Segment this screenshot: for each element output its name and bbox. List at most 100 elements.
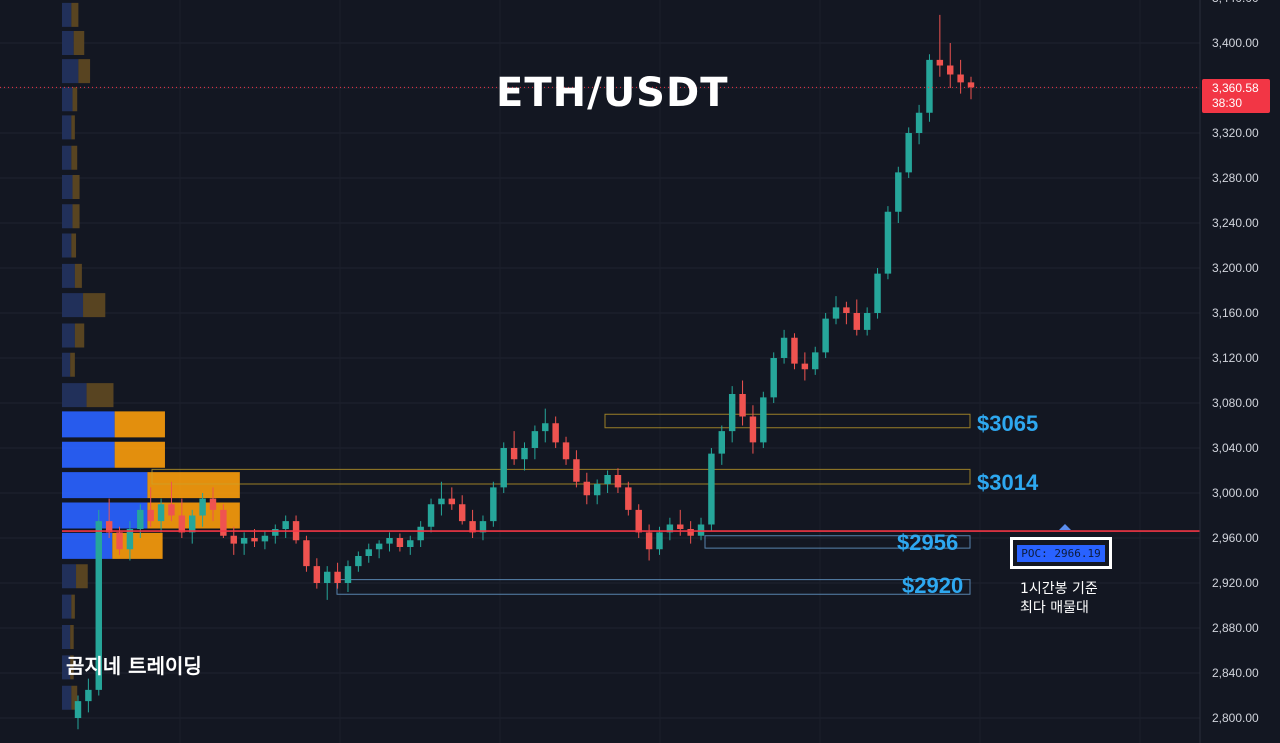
vp-sell-bar: [71, 115, 75, 140]
candle-body: [656, 532, 663, 550]
vp-buy-bar: [62, 532, 113, 559]
vp-buy-bar: [62, 564, 77, 589]
poc-note-line2: 최다 매물대: [1020, 600, 1089, 616]
vp-buy-bar: [62, 59, 79, 84]
y-tick-label: 2,880.00: [1212, 621, 1259, 635]
vp-buy-bar: [62, 655, 71, 680]
vp-sell-bar: [70, 625, 74, 649]
poc-label: POC: 2966.19: [1017, 545, 1105, 562]
vp-buy-bar: [62, 441, 115, 468]
candle-body: [635, 509, 642, 533]
vp-sell-bar: [78, 59, 91, 84]
candle-body: [687, 529, 694, 536]
candle-body: [396, 538, 404, 547]
candle-body: [479, 521, 487, 533]
candle-body: [770, 358, 777, 398]
candle-body: [240, 538, 248, 544]
vp-buy-bar: [62, 352, 71, 377]
zone-box-3014: [151, 468, 971, 485]
candle-body: [739, 394, 746, 417]
candle-body: [147, 509, 154, 522]
y-tick-label: 3,440.00: [1212, 0, 1259, 5]
candle-body: [542, 423, 549, 432]
poc-note-line1: 1시간봉 기준: [1020, 581, 1098, 597]
candle-body: [625, 487, 632, 510]
candle-body: [251, 538, 258, 542]
chart-title: ETH/USDT: [496, 70, 729, 116]
candle-body: [126, 529, 134, 550]
candle-body: [915, 112, 923, 133]
vp-buy-bar: [62, 594, 72, 619]
candle-body: [168, 504, 175, 516]
level-label-2956: $2956: [897, 530, 959, 555]
vp-sell-bar: [74, 323, 85, 348]
y-tick-label: 2,960.00: [1212, 531, 1259, 545]
vp-sell-bar: [71, 2, 79, 27]
poc-badge: POC: 2966.19: [1010, 537, 1112, 569]
candle-body: [843, 307, 850, 313]
candle-body: [677, 524, 684, 529]
vp-sell-bar: [74, 263, 82, 288]
y-tick-label: 3,080.00: [1212, 396, 1259, 410]
vp-buy-bar: [62, 472, 148, 499]
candle-body: [822, 318, 829, 353]
candle-body: [510, 448, 518, 460]
candle-body: [718, 431, 726, 454]
poc-note: 1시간봉 기준 최다 매물대: [1020, 580, 1098, 618]
candle-body: [853, 313, 860, 330]
candle-body: [832, 307, 840, 319]
candle-body: [645, 532, 653, 550]
reference-lines: [0, 0, 1201, 743]
y-tick-label: 3,000.00: [1212, 486, 1259, 500]
candle-body: [407, 540, 414, 547]
vp-buy-bar: [62, 233, 72, 258]
candle-body: [95, 521, 102, 690]
candle-body: [728, 394, 736, 432]
vp-sell-bar: [71, 145, 78, 170]
candle-body: [458, 504, 466, 522]
level-label-2920: $2920: [902, 573, 964, 598]
candle-body: [303, 540, 310, 567]
y-tick-label: 3,240.00: [1212, 216, 1259, 230]
candle-body: [905, 133, 912, 173]
candle-body: [947, 65, 954, 75]
vp-sell-bar: [114, 441, 165, 468]
zone-box-2920: [336, 579, 971, 595]
candle-body: [708, 453, 715, 525]
candle-body: [323, 571, 331, 583]
vp-sell-bar: [83, 293, 106, 318]
vp-buy-bar: [62, 115, 72, 140]
candle-body: [365, 549, 372, 556]
y-tick-label: 3,120.00: [1212, 351, 1259, 365]
zone-box-3065: [604, 413, 971, 429]
candle-body: [417, 526, 424, 541]
candle-body: [282, 521, 289, 529]
candle-body: [573, 459, 580, 482]
candle-body: [427, 504, 435, 527]
vp-sell-bar: [72, 87, 78, 112]
candle-body: [863, 313, 871, 330]
y-tick-label: 3,320.00: [1212, 126, 1259, 140]
vp-sell-bar: [72, 175, 80, 199]
candle-body: [791, 337, 798, 364]
brand-watermark: 곰지네 트레이딩: [66, 654, 202, 678]
candle-body: [593, 484, 601, 496]
candle-body: [562, 442, 570, 460]
candle-body: [230, 535, 237, 544]
candle-body: [469, 521, 476, 533]
vp-sell-bar: [70, 352, 75, 377]
candle-body: [116, 532, 123, 550]
candle-body: [936, 59, 944, 66]
candle-body: [749, 416, 757, 443]
candle-body: [355, 556, 362, 567]
vp-buy-bar: [62, 625, 71, 649]
candles: [74, 14, 975, 730]
y-tick-label: 3,400.00: [1212, 36, 1259, 50]
vp-buy-bar: [62, 502, 148, 529]
candle-body: [157, 504, 165, 522]
candle-body: [926, 59, 933, 113]
candle-body: [895, 172, 902, 212]
candle-body: [801, 363, 809, 370]
